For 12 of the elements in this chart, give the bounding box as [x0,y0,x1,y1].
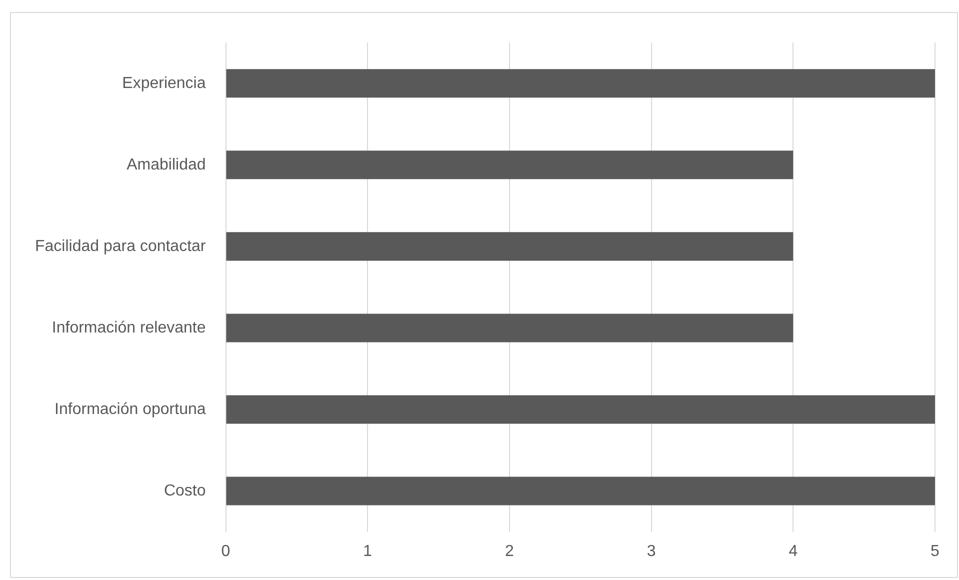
y-tick-label: Información relevante [52,319,206,336]
x-tick-label: 3 [646,542,656,560]
y-tick-label: Costo [164,482,206,500]
y-tick-label: Información oportuna [54,400,206,418]
x-tick-label: 2 [505,542,514,560]
x-tick-label: 4 [788,542,798,560]
x-tick-label: 5 [930,542,940,560]
x-tick-label: 0 [221,542,230,560]
x-tick-label: 1 [363,542,372,560]
y-tick-label: Facilidad para contactar [34,238,206,255]
y-tick-label: Amabilidad [126,156,206,174]
y-tick-label: Experiencia [122,74,206,92]
